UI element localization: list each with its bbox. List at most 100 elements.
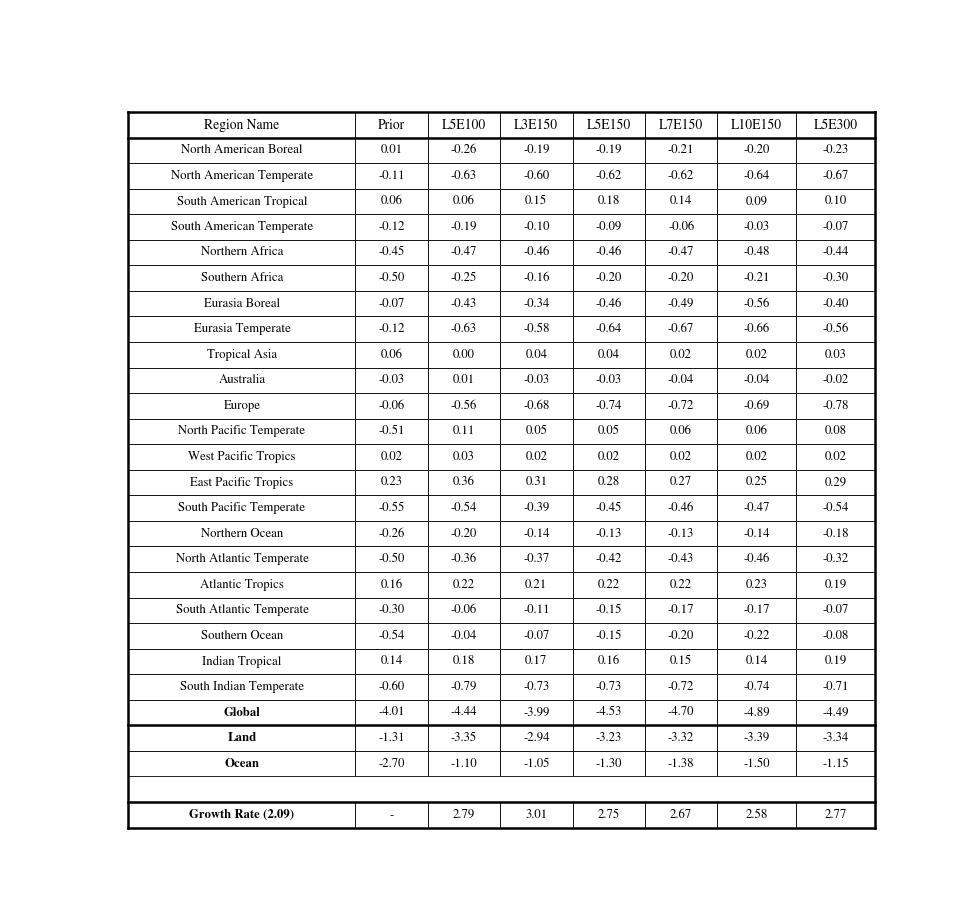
Text: 0.03: 0.03	[453, 451, 474, 463]
Bar	[795, 572, 874, 597]
Text: -0.18: -0.18	[822, 528, 848, 539]
Bar	[128, 393, 355, 419]
Bar	[572, 751, 645, 776]
Bar	[572, 393, 645, 419]
Text: -0.74: -0.74	[595, 400, 621, 412]
Text: East Pacific Tropics: East Pacific Tropics	[190, 477, 293, 489]
Bar	[427, 700, 500, 725]
Text: -0.14: -0.14	[742, 528, 769, 539]
Bar	[500, 240, 572, 265]
Bar	[795, 521, 874, 547]
Bar	[355, 495, 427, 521]
Bar	[717, 547, 795, 572]
Bar	[795, 240, 874, 265]
Bar	[717, 597, 795, 624]
Text: -0.19: -0.19	[595, 145, 621, 157]
Bar	[355, 138, 427, 163]
Bar	[427, 444, 500, 470]
Bar	[128, 444, 355, 470]
Text: Global: Global	[223, 707, 260, 719]
Text: -0.23: -0.23	[822, 145, 848, 157]
Text: 0.14: 0.14	[380, 655, 402, 667]
Bar	[128, 112, 355, 138]
Text: 2.79: 2.79	[453, 809, 474, 821]
Bar	[645, 367, 717, 393]
Text: L7E150: L7E150	[658, 119, 702, 131]
Text: 0.05: 0.05	[598, 425, 619, 437]
Text: 0.29: 0.29	[823, 477, 846, 489]
Bar	[645, 597, 717, 624]
Bar	[572, 521, 645, 547]
Text: 0.19: 0.19	[823, 579, 846, 591]
Bar	[355, 521, 427, 547]
Text: 0.02: 0.02	[380, 451, 402, 463]
Bar	[717, 572, 795, 597]
Bar	[795, 444, 874, 470]
Bar	[795, 189, 874, 214]
Text: North American Temperate: North American Temperate	[171, 170, 313, 182]
Text: 0.06: 0.06	[380, 195, 402, 207]
Text: 0.16: 0.16	[380, 579, 402, 591]
Text: 0.31: 0.31	[525, 477, 547, 489]
Bar	[572, 419, 645, 444]
Text: 0.25: 0.25	[745, 477, 767, 489]
Text: 0.28: 0.28	[597, 477, 619, 489]
Text: -0.54: -0.54	[378, 630, 405, 642]
Bar	[572, 572, 645, 597]
Bar	[128, 547, 355, 572]
Text: -0.69: -0.69	[743, 400, 769, 412]
Text: Southern Ocean: Southern Ocean	[200, 630, 283, 642]
Bar	[717, 291, 795, 317]
Text: 0.02: 0.02	[823, 451, 846, 463]
Text: 0.16: 0.16	[597, 655, 619, 667]
Text: -0.07: -0.07	[378, 298, 404, 310]
Bar	[355, 163, 427, 189]
Text: Growth Rate (2.09): Growth Rate (2.09)	[189, 809, 294, 821]
Text: -0.63: -0.63	[451, 170, 476, 182]
Bar	[128, 674, 355, 700]
Bar	[427, 265, 500, 291]
Text: -0.25: -0.25	[451, 272, 476, 284]
Bar	[355, 367, 427, 393]
Text: -0.09: -0.09	[595, 221, 621, 233]
Text: L5E150: L5E150	[586, 119, 630, 131]
Bar	[645, 291, 717, 317]
Text: 0.18: 0.18	[453, 655, 474, 667]
Text: -0.11: -0.11	[378, 170, 405, 182]
Text: 0.02: 0.02	[745, 349, 767, 361]
Text: -3.32: -3.32	[667, 732, 693, 744]
Text: North Atlantic Temperate: North Atlantic Temperate	[175, 553, 308, 566]
Bar	[572, 112, 645, 138]
Text: L5E300: L5E300	[813, 119, 857, 131]
Text: 0.02: 0.02	[669, 349, 691, 361]
Text: 0.23: 0.23	[380, 477, 402, 489]
Bar	[717, 138, 795, 163]
Text: -0.62: -0.62	[595, 170, 621, 182]
Bar	[645, 240, 717, 265]
Text: -0.04: -0.04	[667, 375, 693, 386]
Text: -0.06: -0.06	[378, 400, 404, 412]
Bar	[427, 572, 500, 597]
Bar	[795, 367, 874, 393]
Bar	[427, 317, 500, 342]
Text: North American Boreal: North American Boreal	[181, 145, 302, 157]
Bar	[645, 624, 717, 649]
Bar	[355, 265, 427, 291]
Bar	[427, 547, 500, 572]
Text: 0.19: 0.19	[823, 655, 846, 667]
Bar	[500, 495, 572, 521]
Text: -0.11: -0.11	[522, 605, 549, 616]
Text: -0.63: -0.63	[451, 323, 476, 335]
Bar	[717, 367, 795, 393]
Bar	[795, 419, 874, 444]
Bar	[500, 214, 572, 240]
Bar	[128, 521, 355, 547]
Text: Land: Land	[227, 732, 256, 744]
Text: -0.13: -0.13	[595, 528, 621, 539]
Text: -0.19: -0.19	[522, 145, 549, 157]
Bar	[355, 649, 427, 674]
Text: 0.15: 0.15	[525, 195, 547, 207]
Text: -0.12: -0.12	[378, 323, 405, 335]
Bar	[427, 751, 500, 776]
Text: 0.14: 0.14	[745, 655, 767, 667]
